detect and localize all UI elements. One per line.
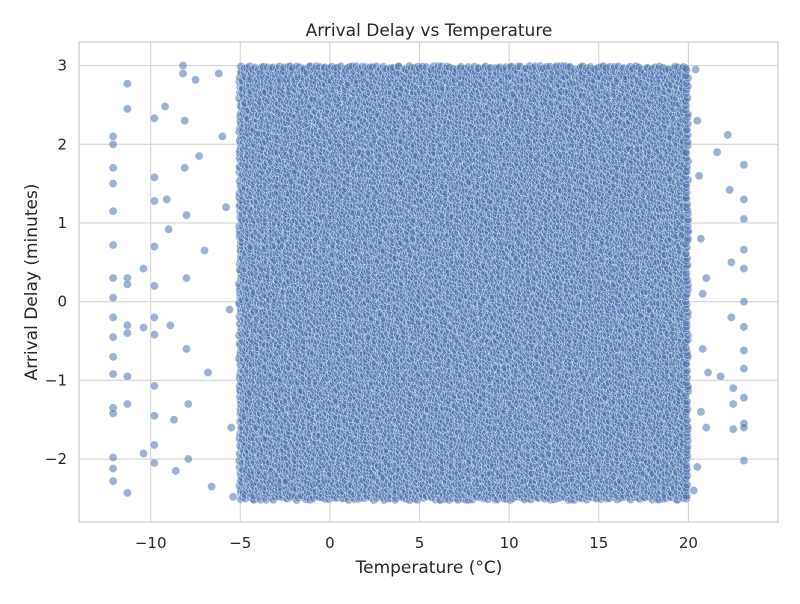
scatter-chart: −10−505101520 −2−10123 Arrival Delay vs … bbox=[0, 0, 800, 600]
chart-canvas: −10−505101520 −2−10123 Arrival Delay vs … bbox=[0, 0, 800, 600]
